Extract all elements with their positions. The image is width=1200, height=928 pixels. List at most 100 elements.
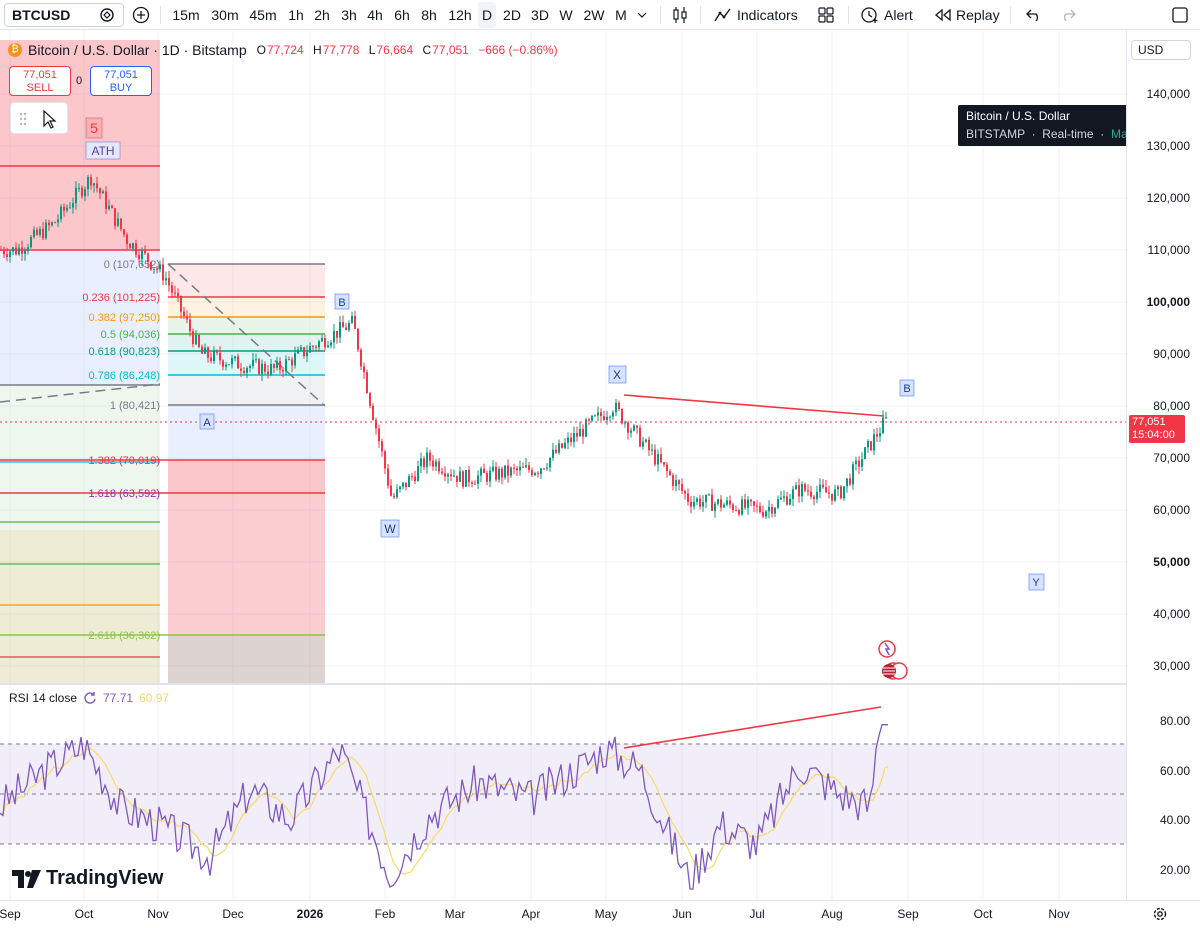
refresh-icon[interactable]	[83, 691, 97, 705]
candle-body	[567, 437, 569, 443]
alert-icon[interactable]	[858, 0, 882, 30]
indicators-button[interactable]: Indicators	[737, 7, 798, 23]
currency-selector[interactable]: USD	[1131, 40, 1191, 60]
candle-body	[465, 469, 467, 487]
candle-body	[0, 250, 2, 251]
interval-m[interactable]: M	[615, 7, 627, 23]
candle-body	[783, 496, 785, 498]
candle-body	[294, 353, 296, 366]
price-tick: 120,000	[1146, 191, 1190, 205]
candle-body	[537, 473, 539, 475]
interval-2w[interactable]: 2W	[583, 7, 605, 23]
interval-3d[interactable]: 3D	[531, 7, 549, 23]
sell-button[interactable]: 77,051 SELL	[9, 66, 71, 96]
candle-body	[417, 466, 419, 482]
candle-body	[528, 465, 530, 471]
symbol-search-box[interactable]	[4, 3, 124, 27]
candle-body	[870, 441, 872, 451]
candle-body	[657, 454, 659, 465]
candle-body	[639, 427, 641, 447]
candle-body	[327, 345, 329, 348]
fullscreen-icon[interactable]	[1168, 0, 1192, 30]
bitcoin-logo-icon: ₿	[8, 43, 22, 57]
legend-title[interactable]: Bitcoin / U.S. Dollar · 1D · Bitstamp	[28, 42, 247, 58]
symbol-search-icon[interactable]	[96, 0, 118, 30]
events-icon[interactable]	[878, 640, 908, 680]
interval-8h[interactable]: 8h	[421, 7, 437, 23]
settings-gear-icon[interactable]	[1152, 906, 1168, 927]
fib-label-0618: 0.618 (90,823)	[88, 346, 160, 358]
time-axis[interactable]: Sep Oct Nov Dec 2026 Feb Mar Apr May Jun…	[0, 900, 1200, 928]
candle-body	[90, 176, 92, 186]
candle-body	[429, 452, 431, 461]
trendline-x-b[interactable]	[623, 394, 885, 417]
interval-1h[interactable]: 1h	[288, 7, 304, 23]
candle-body	[801, 484, 803, 497]
tradingview-logo[interactable]: TradingView	[12, 867, 163, 890]
top-toolbar: BTCUSD 15m 30m 45m 1h 2h 3h 4h 6h 8h 12h…	[0, 0, 1200, 30]
fib-retracement[interactable]	[0, 263, 326, 685]
symbol-name[interactable]: BTCUSD	[12, 7, 71, 23]
candle-body	[153, 268, 155, 270]
wave-label-a: A	[203, 417, 211, 429]
cursor-icon	[43, 109, 57, 129]
candle-body	[381, 441, 383, 452]
candle-body	[624, 422, 626, 424]
interval-3h[interactable]: 3h	[341, 7, 357, 23]
templates-icon[interactable]	[814, 0, 838, 30]
chevron-down-icon[interactable]	[634, 0, 650, 30]
candle-body	[93, 183, 95, 186]
candle-body	[504, 465, 506, 478]
interval-6h[interactable]: 6h	[394, 7, 410, 23]
interval-2d[interactable]: 2D	[503, 7, 521, 23]
buy-button[interactable]: 77,051 BUY	[90, 66, 152, 96]
candle-body	[780, 497, 782, 500]
candle-body	[150, 262, 152, 270]
candle-body	[342, 322, 344, 328]
replay-button[interactable]: Replay	[956, 7, 1000, 23]
candles-icon[interactable]	[668, 0, 692, 30]
price-tick: 70,000	[1153, 451, 1190, 465]
wave-label-5: 5	[90, 120, 98, 136]
interval-12h[interactable]: 12h	[448, 7, 472, 23]
interval-2h[interactable]: 2h	[314, 7, 330, 23]
candle-body	[813, 496, 815, 500]
undo-icon[interactable]	[1022, 0, 1046, 30]
drawing-toolbar[interactable]	[10, 102, 68, 134]
candle-body	[27, 247, 29, 251]
candle-body	[546, 467, 548, 469]
candle-body	[696, 498, 698, 502]
fib-label-0236: 0.236 (101,225)	[82, 292, 160, 304]
add-compare-icon[interactable]	[130, 0, 152, 30]
interval-d-active[interactable]: D	[478, 2, 496, 28]
interval-30m[interactable]: 30m	[211, 7, 239, 23]
interval-w[interactable]: W	[559, 7, 573, 23]
candle-body	[774, 507, 776, 514]
interval-4h[interactable]: 4h	[367, 7, 383, 23]
indicators-icon[interactable]	[712, 0, 734, 30]
candle-body	[495, 466, 497, 480]
candle-body	[726, 500, 728, 505]
tooltip-title: Bitcoin / U.S. Dollar	[966, 109, 1071, 123]
candle-body	[330, 342, 332, 346]
candle-body	[687, 493, 689, 502]
candle-body	[552, 449, 554, 458]
candle-body	[306, 352, 308, 357]
interval-15m[interactable]: 15m	[172, 7, 200, 23]
interval-45m[interactable]: 45m	[249, 7, 277, 23]
replay-icon[interactable]	[932, 0, 954, 30]
alert-button[interactable]: Alert	[884, 7, 913, 23]
rsi-legend[interactable]: RSI 14 close 77.71 60.97	[9, 691, 169, 705]
spread-value: 0	[76, 75, 83, 87]
candle-body	[108, 205, 110, 209]
price-scale[interactable]: USD 140,000 130,000 120,000 110,000 100,000 9…	[1126, 30, 1200, 900]
candle-body	[612, 412, 614, 417]
candle-body	[882, 417, 884, 434]
candle-body	[729, 500, 731, 505]
price-tick: 90,000	[1153, 347, 1190, 361]
candle-body	[834, 489, 836, 501]
chart-canvas[interactable]: 0 (107,652) 0.236 (101,225) 0.382 (97,25…	[0, 30, 1126, 900]
candle-body	[333, 330, 335, 343]
candle-body	[210, 357, 212, 362]
redo-icon[interactable]	[1056, 0, 1080, 30]
